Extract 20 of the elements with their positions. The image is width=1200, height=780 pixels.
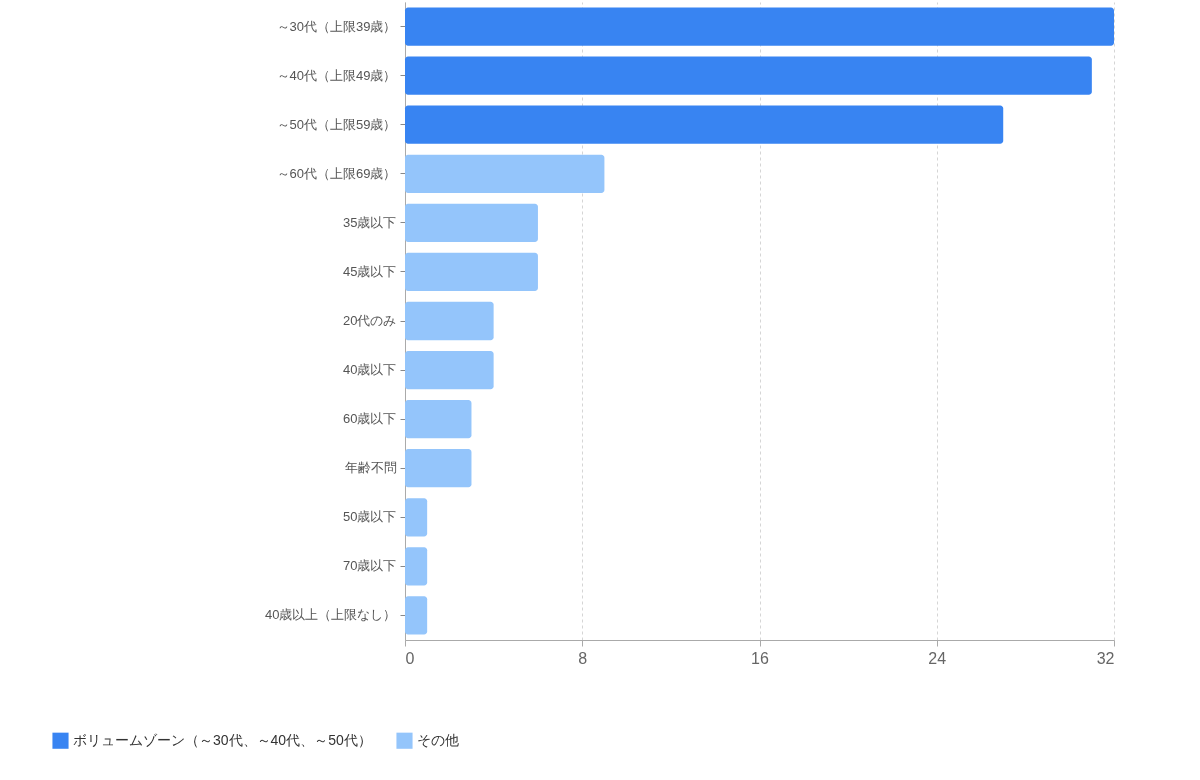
x-tick-label: 16 [751,649,769,667]
y-tick-label: 60歳以下 [343,411,397,427]
y-tick-label: 35歳以下 [343,214,397,230]
y-tick-label: 年齢不問 [344,460,397,476]
x-tick-label: 8 [578,649,588,667]
y-tick-label: ～40代（上限49歳） [276,67,397,83]
y-tick-label: ～30代（上限39歳） [276,18,397,34]
legend-label: ボリュームゾーン（～30代、～40代、～50代） [73,731,372,748]
y-tick-label: 40歳以下 [343,362,397,378]
legend-label: その他 [417,731,459,748]
y-tick-label: 20代のみ [343,313,397,328]
y-tick-label: ～60代（上限69歳） [276,165,397,181]
y-tick-label: 50歳以下 [343,509,397,525]
y-tick-label: 40歳以上（上限なし） [265,607,397,623]
y-tick-label: 45歳以下 [343,263,397,279]
y-tick-label: ～50代（上限59歳） [276,116,397,132]
x-tick-label: 24 [928,649,947,667]
x-tick-label: 32 [1096,649,1115,667]
x-tick-label: 0 [405,649,415,667]
y-tick-label: 70歳以下 [343,558,397,574]
